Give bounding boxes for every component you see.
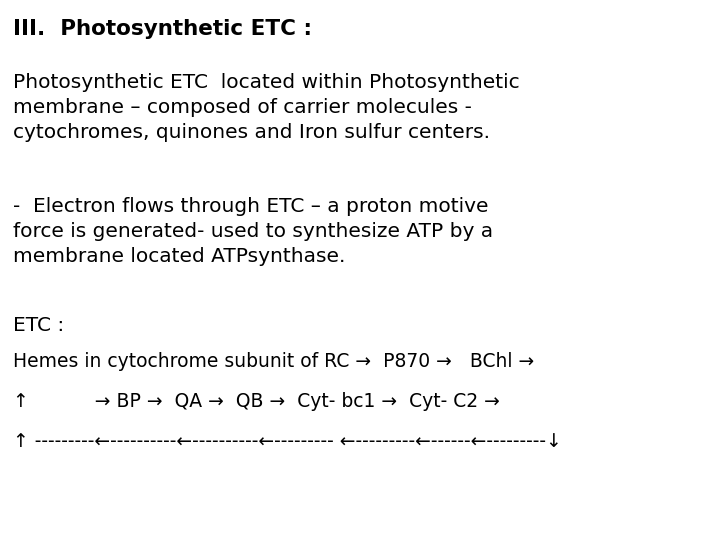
Text: ↑ ---------←----------←----------←--------- ←---------←------←---------↓: ↑ ---------←----------←----------←------… xyxy=(13,432,562,451)
Text: Photosynthetic ETC  located within Photosynthetic
membrane – composed of carrier: Photosynthetic ETC located within Photos… xyxy=(13,73,520,142)
Text: III.  Photosynthetic ETC :: III. Photosynthetic ETC : xyxy=(13,19,312,39)
Text: -  Electron flows through ETC – a proton motive
force is generated- used to synt: - Electron flows through ETC – a proton … xyxy=(13,197,493,266)
Text: ↑           → BP →  QA →  QB →  Cyt- bc1 →  Cyt- C2 →: ↑ → BP → QA → QB → Cyt- bc1 → Cyt- C2 → xyxy=(13,392,500,411)
Text: Hemes in cytochrome subunit of RC →  P870 →   BChl →: Hemes in cytochrome subunit of RC → P870… xyxy=(13,352,534,371)
Text: ETC :: ETC : xyxy=(13,316,64,335)
